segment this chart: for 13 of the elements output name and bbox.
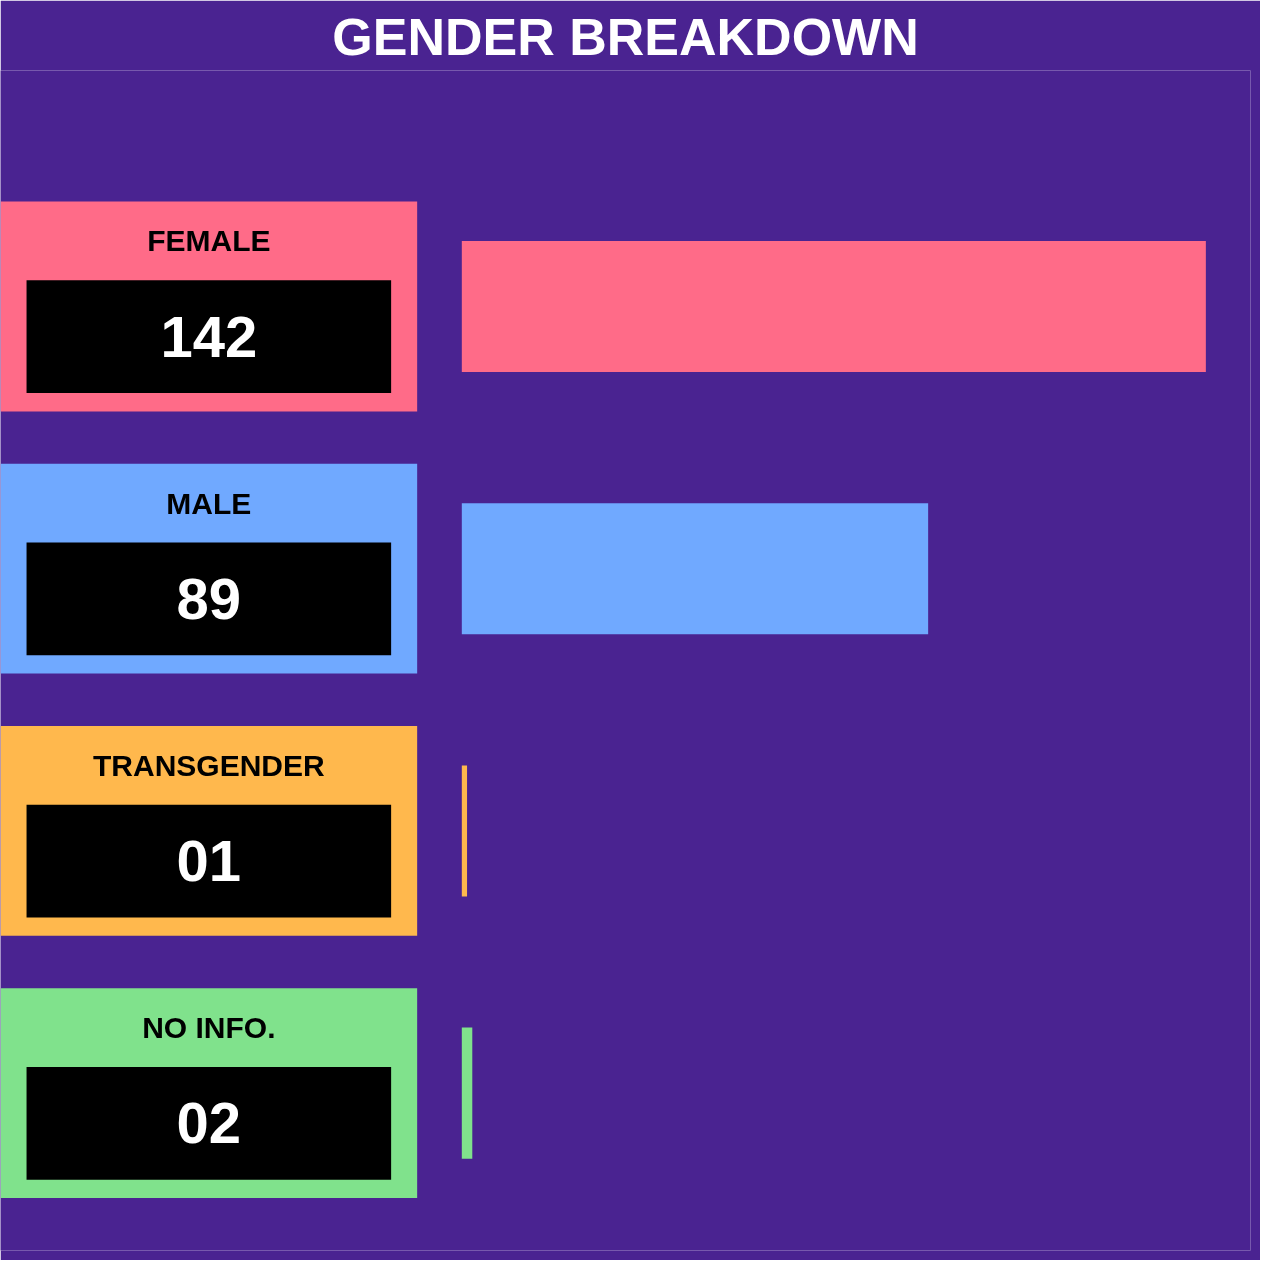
data-label: 142 <box>160 303 258 369</box>
bar <box>461 1027 473 1159</box>
bar <box>461 503 929 635</box>
data-label: 02 <box>176 1090 242 1156</box>
data-label: 01 <box>176 828 242 894</box>
y-tick-label: FEMALE <box>147 224 271 258</box>
data-label: 89 <box>176 565 242 631</box>
y-tick-label: TRANSGENDER <box>92 748 326 782</box>
chart-title: GENDER BREAKDOWN <box>332 7 919 66</box>
bar <box>461 765 468 897</box>
y-tick-label: MALE <box>166 486 252 520</box>
y-tick-label: NO INFO. <box>142 1011 276 1045</box>
bar <box>461 240 1206 373</box>
